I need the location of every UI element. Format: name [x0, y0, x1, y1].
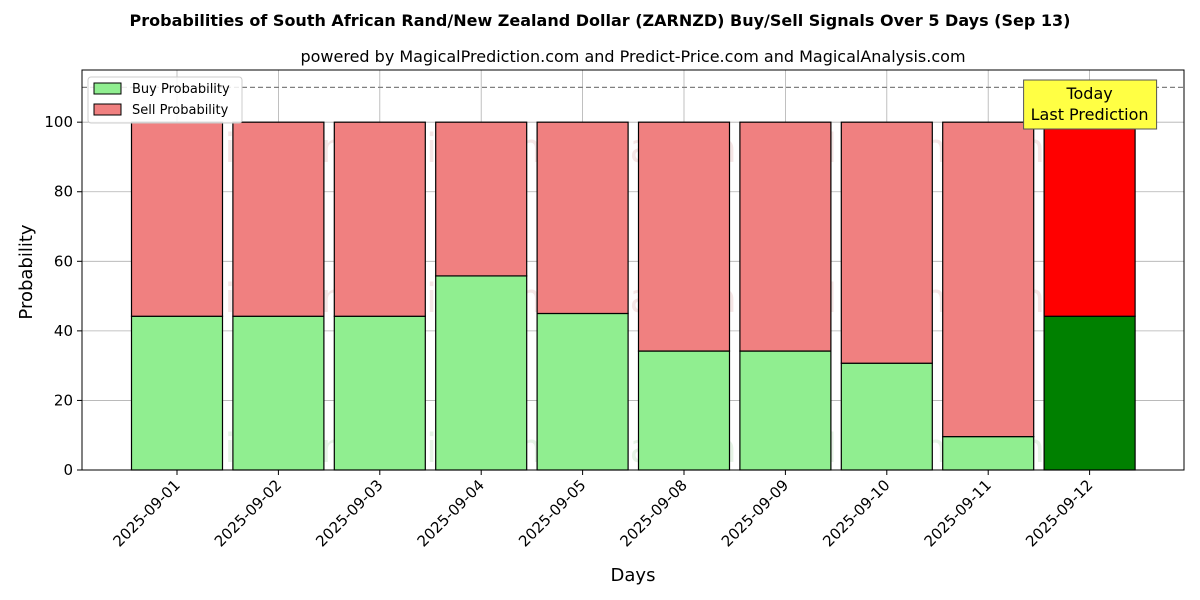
chart-subtitle: powered by MagicalPrediction.com and Pre… — [300, 47, 965, 66]
x-tick-label: 2025-09-10 — [819, 476, 893, 550]
bar-buy — [232, 315, 325, 471]
bar-buy — [637, 350, 731, 471]
y-tick-label: 60 — [54, 252, 73, 270]
bar-sell — [130, 121, 224, 317]
bar-sell — [435, 121, 528, 277]
legend-label-buy: Buy Probability — [132, 82, 230, 97]
y-tick-label: 40 — [54, 322, 73, 340]
legend: Buy Probability Sell Probability — [87, 76, 243, 124]
x-tick-label: 2025-09-01 — [109, 476, 183, 550]
legend-swatch-buy — [93, 82, 122, 95]
bar-buy — [840, 362, 933, 471]
annotation: Today Last Prediction — [1023, 79, 1158, 130]
chart-title: Probabilities of South African Rand/New … — [130, 11, 1071, 30]
annotation-line: Last Prediction — [1031, 105, 1149, 124]
bar-buy — [1043, 315, 1136, 471]
bar-sell — [333, 121, 426, 317]
bar-buy — [536, 312, 629, 471]
x-tick-label: 2025-09-11 — [921, 476, 995, 550]
x-tick-label: 2025-09-09 — [718, 476, 792, 550]
legend-label-sell: Sell Probability — [132, 103, 229, 118]
legend-swatch-sell — [93, 103, 122, 116]
plot-frame — [81, 69, 1185, 471]
bar-sell — [942, 121, 1035, 438]
bar-sell — [637, 121, 731, 352]
y-tick-label: 0 — [63, 461, 73, 479]
y-tick-label: 80 — [54, 183, 73, 201]
x-tick-label: 2025-09-12 — [1022, 476, 1096, 550]
annotation-box — [1023, 79, 1158, 130]
bar-sell — [536, 121, 629, 315]
x-tick-label: 2025-09-03 — [312, 476, 386, 550]
bar-buy — [333, 315, 426, 471]
bar-buy — [739, 350, 832, 471]
annotation-line: Today — [1065, 84, 1112, 103]
y-axis-label: Probability — [16, 224, 37, 319]
x-tick-label: 2025-09-05 — [515, 476, 589, 550]
x-tick-label: 2025-09-04 — [414, 476, 488, 550]
y-tick-label: 100 — [44, 113, 73, 131]
bar-sell — [232, 121, 325, 317]
x-tick-label: 2025-09-08 — [616, 476, 690, 550]
y-tick-label: 20 — [54, 391, 73, 409]
x-tick-label: 2025-09-02 — [211, 476, 285, 550]
bar-layer — [82, 86, 1184, 471]
bar-buy — [130, 315, 224, 471]
bar-buy — [942, 436, 1035, 471]
legend-box — [87, 76, 243, 124]
bar-buy — [435, 275, 528, 471]
x-axis-label: Days — [611, 565, 656, 586]
bar-sell — [840, 121, 933, 364]
bar-sell — [739, 121, 832, 352]
bar-sell — [1043, 121, 1136, 317]
